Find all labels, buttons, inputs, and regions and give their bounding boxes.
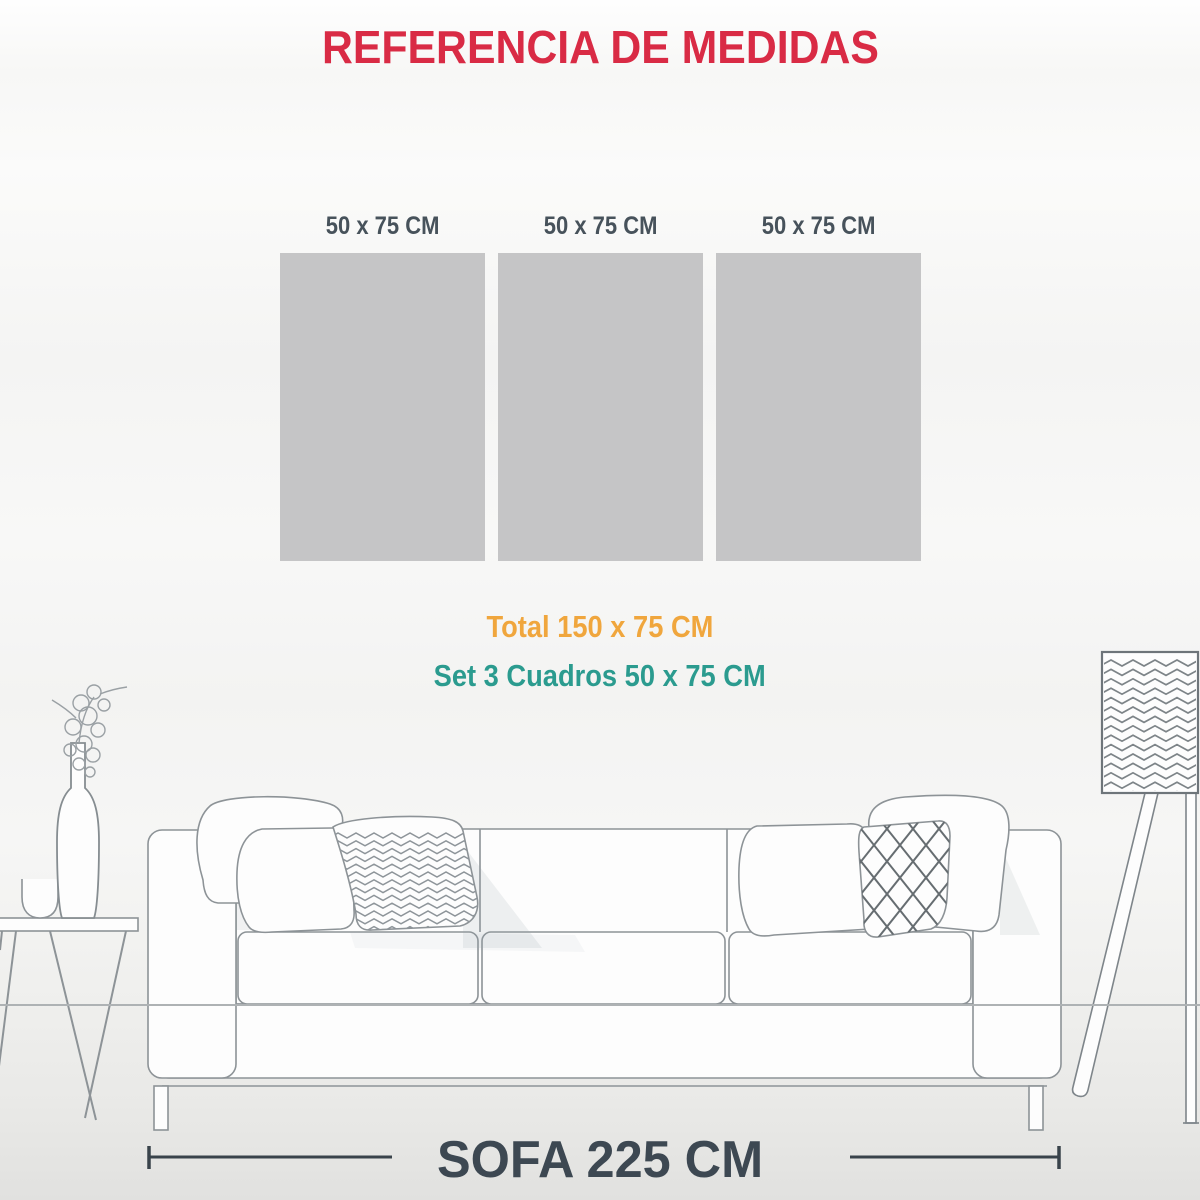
table-leg	[49, 930, 97, 1121]
sofa-seat-cushion	[728, 931, 972, 1005]
lamp-shade-chevron-pattern	[1104, 659, 1196, 791]
sofa-right-leg	[1028, 1085, 1044, 1131]
table-leg	[84, 930, 127, 1119]
sofa-width-label: SOFA 225 CM	[436, 1131, 764, 1189]
floor-lamp-illustration	[1071, 650, 1200, 1124]
white-pillow	[738, 823, 871, 937]
frame-canvas	[498, 253, 703, 561]
sofa-measurement-line	[147, 1146, 1061, 1169]
lamp-leg	[1071, 792, 1160, 1098]
diamond-pillow-pattern	[858, 820, 950, 938]
set-description-label: Set 3 Cuadros 50 x 75 CM	[433, 658, 767, 693]
sofa-back-dividers	[479, 829, 728, 932]
frame-size-label: 50 x 75 CM	[761, 212, 876, 240]
table-leg	[0, 930, 17, 1067]
frame-canvas	[280, 253, 485, 561]
page-title: REFERENCIA DE MEDIDAS	[0, 20, 1200, 74]
bowl	[21, 879, 59, 919]
side-table-with-vase-illustration	[0, 684, 139, 1121]
flower-branch	[51, 684, 128, 778]
frame-size-label: 50 x 75 CM	[543, 212, 658, 240]
page-title-text: REFERENCIA DE MEDIDAS	[321, 21, 879, 73]
bottle-vase	[56, 742, 100, 919]
left-pillow-group	[196, 795, 479, 934]
table-leg	[0, 930, 3, 951]
frame-canvas	[716, 253, 921, 561]
sofa-left-leg	[153, 1085, 169, 1131]
sofa-base	[157, 1003, 1052, 1079]
white-pillow	[236, 827, 355, 934]
lamp-shade	[1100, 650, 1200, 795]
lamp-leg	[1185, 792, 1197, 1124]
table-top	[0, 917, 139, 932]
frame-size-label: 50 x 75 CM	[325, 212, 440, 240]
right-pillow-group	[738, 794, 1010, 938]
total-size-label: Total 150 x 75 CM	[486, 609, 714, 644]
